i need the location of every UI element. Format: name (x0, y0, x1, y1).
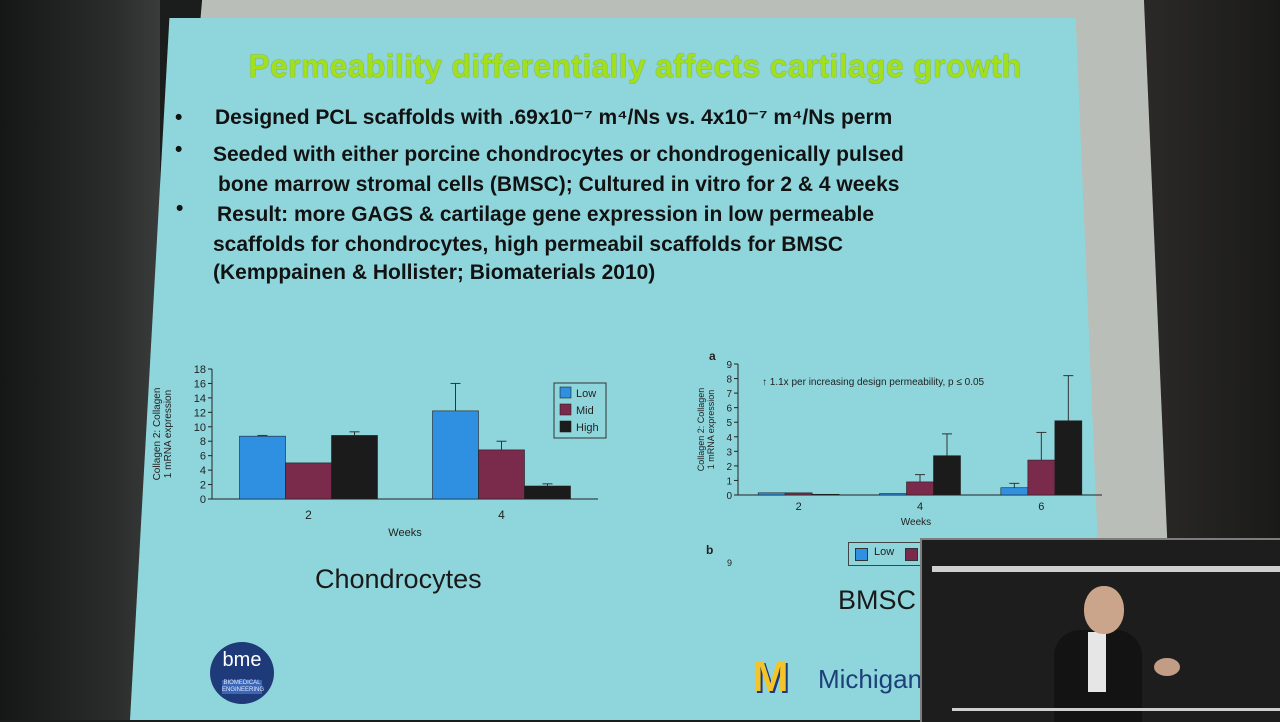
y-tick-label: 7 (726, 389, 732, 400)
bar-mid (478, 449, 525, 500)
legend-swatch-mid (905, 548, 918, 561)
y-tick-label: 3 (726, 447, 732, 458)
legend-label-mid: Mid (576, 405, 594, 417)
umich-logo-letter: M (752, 652, 789, 701)
y-tick-label: 18 (194, 364, 206, 376)
bar-high (811, 493, 840, 496)
bullet-line: Designed PCL scaffolds with .69x10⁻⁷ m⁴/… (215, 106, 893, 129)
y-tick-label: 9 (726, 360, 732, 371)
legend-swatch-high (559, 420, 572, 433)
speaker-video-inset (920, 538, 1280, 722)
y-tick-label: 16 (194, 378, 206, 390)
bme-logo-subtext: BIOMEDICAL ENGINEERING (222, 680, 265, 694)
y-axis-label: Collagen 2: Collagen (152, 388, 163, 481)
bmsc-caption: BMSC (838, 585, 917, 615)
bullet-marker: • (175, 138, 183, 161)
x-axis-label: Weeks (901, 517, 931, 528)
bar-high (524, 485, 571, 500)
x-tick-label: 4 (917, 501, 923, 513)
y-axis-label: Collagen 2: Collagen (696, 388, 706, 472)
y-tick-label: 5 (726, 418, 732, 429)
y-tick-label: 4 (200, 465, 206, 477)
y-tick-label: 10 (194, 422, 206, 434)
speaker-shirt (1088, 632, 1106, 692)
chondrocytes-caption: Chondrocytes (315, 564, 482, 594)
floor-line (952, 708, 1280, 711)
bullet-marker: • (176, 197, 184, 220)
bar-mid (906, 481, 934, 496)
bar-mid (784, 492, 813, 496)
bullet-line: (Kemppainen & Hollister; Biomaterials 20… (213, 261, 656, 284)
legend-label-low: Low (576, 388, 596, 400)
y-tick-label: 14 (194, 393, 206, 405)
x-tick-label: 2 (305, 508, 312, 522)
panel-b-label: b (706, 543, 714, 557)
y-tick-label: 8 (726, 375, 732, 386)
whiteboard-rail (932, 566, 1280, 572)
slide-title: Permeability differentially affects cart… (248, 48, 1022, 84)
y-tick-label: 12 (194, 407, 206, 419)
bullet-line: Seeded with either porcine chondrocytes … (213, 143, 904, 166)
x-tick-label: 2 (796, 501, 802, 513)
x-axis-label: Weeks (388, 527, 422, 539)
y-axis-label: 1 mRNA expression (163, 390, 174, 478)
bme-logo: bme BIOMEDICAL ENGINEERING (210, 642, 274, 704)
y-tick-label: 0 (200, 494, 206, 506)
bar-low (239, 435, 286, 500)
bullet-marker: • (175, 106, 183, 129)
y-tick-label: 6 (200, 451, 206, 463)
bme-logo-text: bme (222, 649, 262, 671)
bar-low (879, 493, 907, 496)
bar-mid (1027, 459, 1056, 496)
bar-low (757, 492, 786, 496)
speaker-head (1084, 586, 1124, 634)
y-tick-label: 2 (726, 462, 732, 473)
panel-a-label: a (709, 349, 716, 363)
umich-logo-text: Michigan (818, 664, 923, 694)
legend-swatch-low (855, 548, 868, 561)
y-tick-label: 6 (726, 404, 732, 415)
legend-swatch-low (559, 386, 572, 399)
legend-label-high: High (576, 422, 599, 434)
y-tick-label: 2 (200, 480, 206, 492)
bullet-line: scaffolds for chondrocytes, high permeab… (213, 233, 844, 256)
y-tick-label: 1 (726, 476, 732, 487)
y-tick-label: 0 (726, 491, 732, 502)
legend-label-low: Low (874, 546, 895, 558)
x-tick-label: 6 (1038, 501, 1044, 513)
legend-swatch-mid (559, 403, 572, 416)
y-tick-label: 8 (200, 436, 206, 448)
bullet-line: bone marrow stromal cells (BMSC); Cultur… (218, 173, 900, 196)
room-background-left (0, 0, 160, 720)
chart-annotation: ↑ 1.1x per increasing design permeabilit… (762, 377, 985, 388)
bar-low (1000, 487, 1029, 496)
bar-mid (285, 462, 332, 500)
bullet-line: Result: more GAGS & cartilage gene expre… (217, 203, 875, 226)
bar-high (933, 455, 961, 496)
y-axis-label: 1 mRNA expression (706, 390, 716, 470)
speaker-hand (1154, 658, 1180, 676)
bar-high (1054, 420, 1083, 496)
x-tick-label: 4 (498, 508, 505, 522)
panel-b-legend: Low (848, 542, 924, 566)
bar-high (331, 435, 378, 500)
bar-low (432, 410, 479, 500)
panel-b-y-top: 9 (727, 558, 733, 568)
y-tick-label: 4 (726, 433, 732, 444)
